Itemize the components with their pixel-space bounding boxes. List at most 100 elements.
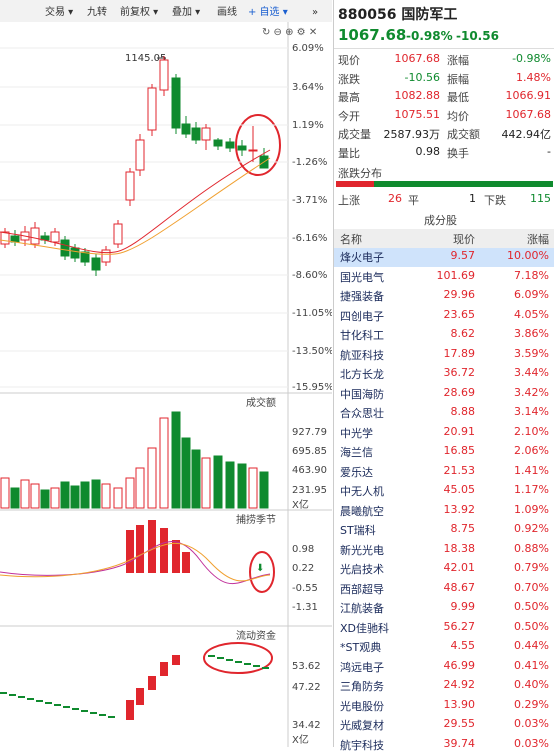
stock-price: 8.62 [450, 327, 476, 340]
candle-body [30, 227, 40, 245]
indicator-bar [172, 540, 180, 573]
stock-change: 0.50% [514, 619, 549, 633]
stock-price: 23.65 [443, 307, 476, 321]
candle-body [91, 257, 101, 271]
stock-change: 0.03% [514, 717, 549, 730]
stat-label: 量比 [338, 146, 360, 160]
flow-bar [9, 694, 16, 696]
stock-change: 3.44% [514, 366, 549, 379]
stock-price: 48.67 [443, 580, 476, 594]
candle-body [113, 223, 123, 245]
stock-name[interactable]: 北方长龙 [340, 368, 384, 381]
y-tick-label: 3.64% [292, 82, 324, 93]
stock-change: 0.41% [514, 658, 549, 672]
stock-name[interactable]: 甘化科工 [340, 329, 384, 342]
y-tick-label: 695.85 [292, 446, 327, 457]
volume-bar [159, 417, 169, 509]
stock-name[interactable]: XD佳驰科 [340, 621, 390, 635]
toolbar [0, 0, 332, 22]
y-tick-label: -0.55 [292, 583, 318, 594]
volume-bar [171, 411, 181, 509]
stock-name[interactable]: 三角防务 [340, 680, 384, 693]
stock-change: 0.29% [514, 697, 549, 711]
candle-body [135, 139, 145, 171]
indicator-line [0, 542, 271, 582]
y-tick-label: 0.98 [292, 544, 314, 555]
stock-name[interactable]: ST瑞科 [340, 524, 376, 537]
highlight-circle [249, 551, 275, 593]
volume-bar [213, 455, 223, 509]
stat-label: 换手 [447, 146, 469, 160]
stock-change: 0.79% [514, 561, 549, 574]
change-pct: -0.98% [406, 29, 453, 43]
stock-change: 4.05% [514, 307, 549, 321]
stock-name[interactable]: *ST观典 [340, 641, 382, 654]
row-highlight[interactable] [334, 248, 554, 267]
stat-value: - [547, 144, 551, 158]
stock-name[interactable]: 中无人机 [340, 485, 384, 498]
toolbar-item[interactable]: » [312, 7, 318, 18]
stock-name[interactable]: 爱乐达 [340, 465, 373, 479]
y-tick-label: -1.26% [292, 157, 327, 168]
value: 115 [530, 192, 551, 205]
highlight-circle [235, 114, 281, 176]
stock-name[interactable]: 捷强装备 [340, 290, 384, 303]
candle-body [101, 249, 111, 263]
unit: X亿 [292, 498, 309, 511]
candle-body [225, 141, 235, 149]
header-bg [334, 229, 554, 248]
stock-name[interactable]: 光威复材 [340, 719, 384, 732]
stat-value: 1.48% [516, 70, 551, 84]
indicator-bar [136, 525, 144, 573]
toolbar-item[interactable]: 叠加 ▾ [172, 6, 200, 18]
stock-name[interactable]: 鸿远电子 [340, 660, 384, 674]
flow-bar [148, 676, 156, 690]
stock-name[interactable]: 光启技术 [340, 563, 384, 576]
stock-name[interactable]: 中国海防 [340, 387, 384, 401]
toolbar-item[interactable]: 前复权 ▾ [120, 5, 158, 18]
stock-name[interactable]: 西部超导 [340, 582, 384, 596]
label: 平 [408, 194, 419, 207]
stock-name[interactable]: 国光电气 [340, 270, 384, 284]
stock-name[interactable]: 晨曦航空 [340, 504, 384, 518]
toolbar-item[interactable]: 交易 ▾ [45, 5, 73, 18]
stat-value: 1066.91 [505, 89, 552, 102]
toolbar-item[interactable]: 画线 [217, 5, 237, 18]
stock-change: 0.50% [514, 600, 549, 613]
tool-icons[interactable]: ↻ ⊖ ⊕ ⚙ ✕ [262, 27, 317, 38]
stock-name[interactable]: 光电股份 [340, 699, 384, 713]
volume-bar [248, 467, 258, 509]
column-header: 涨幅 [527, 233, 549, 246]
stock-name[interactable]: 烽火电子 [340, 251, 384, 264]
stock-name[interactable]: 江航装备 [340, 602, 384, 615]
stock-name[interactable]: 中光学 [340, 426, 373, 440]
toolbar-item[interactable]: 九转 [87, 5, 107, 18]
change: -10.56 [456, 29, 499, 43]
flow-bar [226, 659, 233, 661]
stock-price: 8.75 [450, 522, 476, 535]
volume-bar [50, 487, 60, 509]
flow-bar [27, 698, 34, 700]
stock-name[interactable]: 航宇科技 [340, 738, 384, 752]
stock-change: 10.00% [507, 249, 549, 262]
y-tick-label: 34.42 [292, 720, 321, 731]
candle-body [181, 123, 191, 135]
y-tick-label: -13.50% [292, 346, 332, 357]
stock-name[interactable]: 航亚科技 [340, 348, 384, 362]
stock-price: 101.69 [436, 268, 476, 282]
toolbar-item[interactable]: + 自选 ▾ [248, 5, 288, 18]
stock-name[interactable]: 海兰信 [340, 446, 373, 459]
stock-name[interactable]: 合众思壮 [340, 407, 384, 420]
stock-name[interactable]: 四创电子 [340, 309, 384, 323]
stat-label: 最高 [338, 91, 360, 104]
flow-bar [0, 692, 7, 694]
volume-bar [201, 457, 211, 509]
stock-price: 24.92 [443, 678, 476, 691]
panel-title: 成交额 [246, 396, 276, 409]
candle-body [213, 139, 223, 147]
stock-change: 0.70% [514, 580, 549, 594]
stock-price: 28.69 [443, 385, 476, 399]
high-label: 1145.05 [125, 53, 166, 64]
stock-name[interactable]: 新光光电 [340, 543, 384, 557]
